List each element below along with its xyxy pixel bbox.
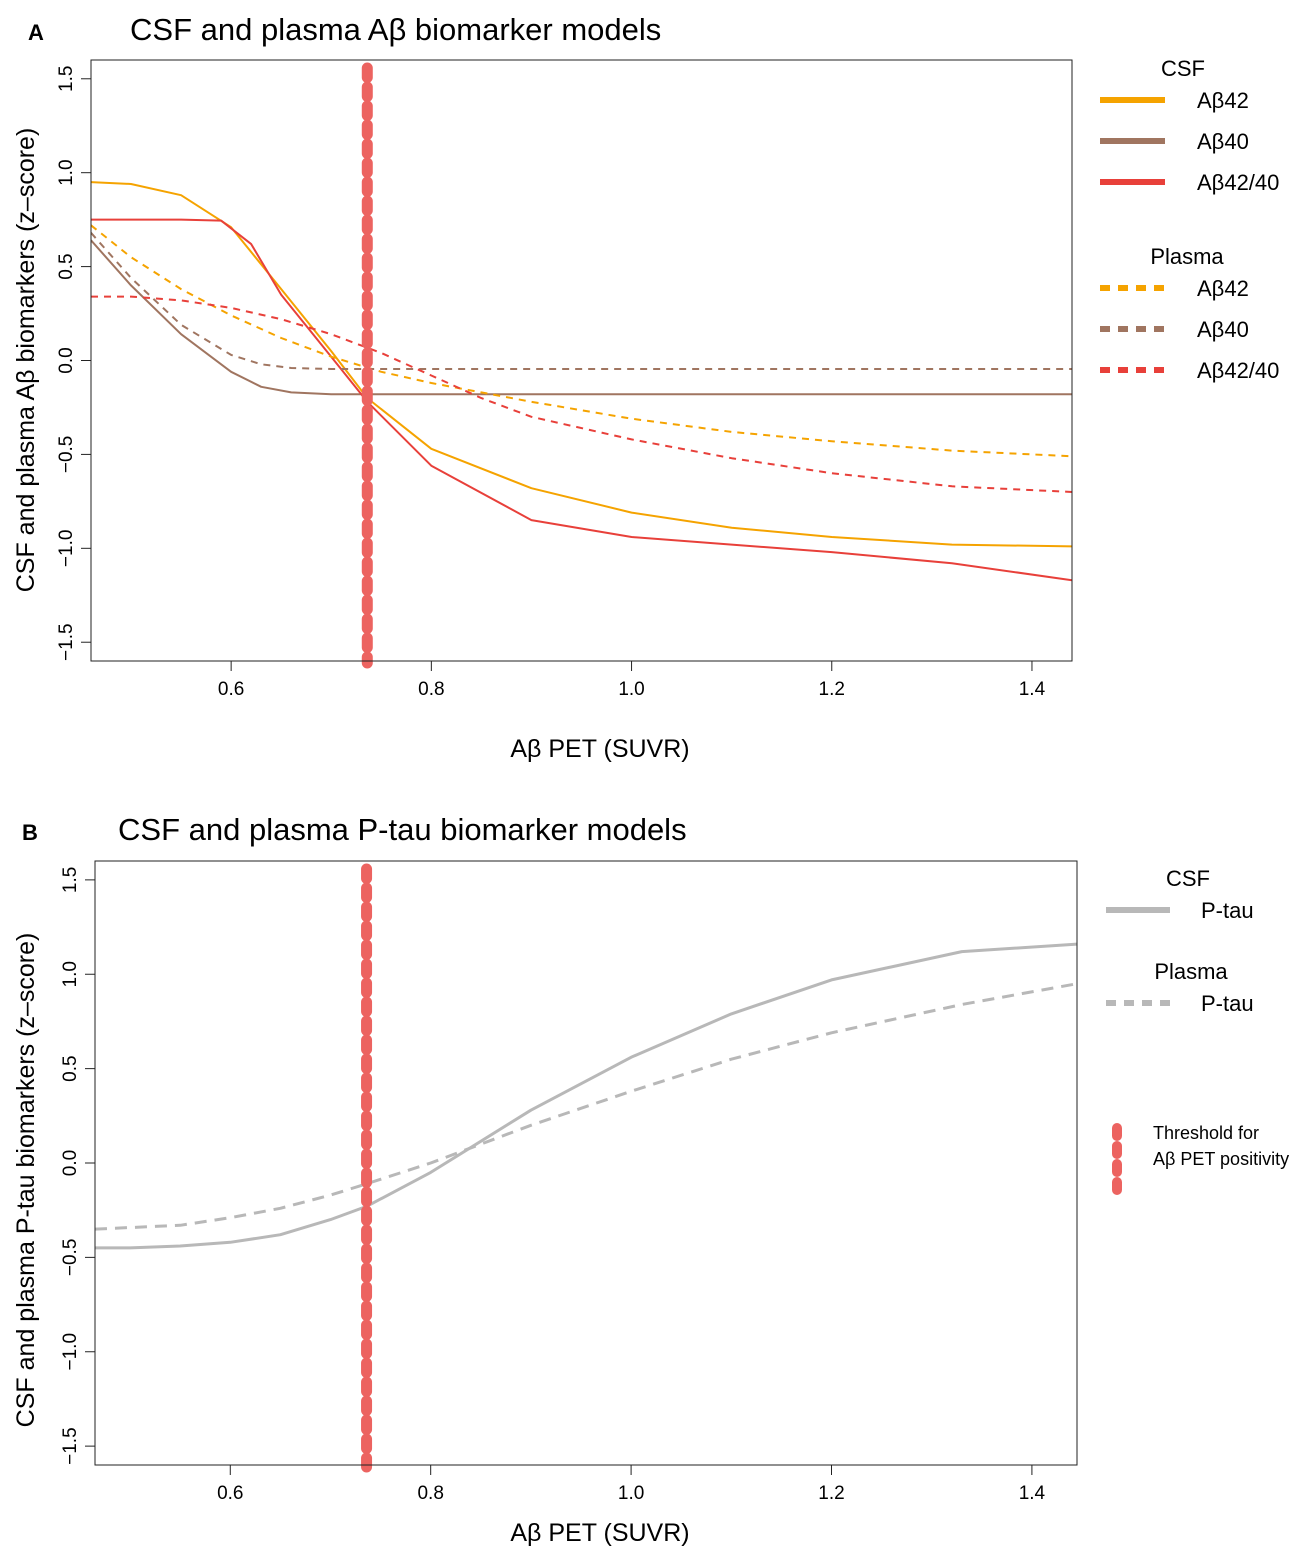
panel-b-y-tick-label: −1.5 bbox=[60, 1427, 81, 1465]
panel-a-x-tick-label: 1.2 bbox=[819, 679, 845, 700]
panel-a-y-tick-label: −1.0 bbox=[56, 530, 77, 568]
panel-a-y-axis-label: CSF and plasma Aβ biomarkers (z–score) bbox=[12, 128, 40, 593]
panel-a-y-tick-label: 0.0 bbox=[56, 347, 77, 373]
panel-a-x-tick-label: 0.8 bbox=[418, 679, 444, 700]
panel-a-legend-plasma-title: Plasma bbox=[1150, 244, 1224, 269]
panel-b-legend-csf-entry: P-tau bbox=[1201, 898, 1254, 923]
panel-a-series-plasma-ab40 bbox=[91, 232, 1072, 370]
panel-a-x-tick-label: 0.6 bbox=[218, 679, 244, 700]
panel-a-legend: CSF Aβ42 Aβ40 Aβ42/40 Plasma Aβ42 Aβ40 Aβ42/40 bbox=[1100, 56, 1279, 383]
panel-a-y-tick-label: −0.5 bbox=[56, 436, 77, 474]
panel-b-x-tick-label: 1.0 bbox=[618, 1483, 644, 1504]
panel-a-label: A bbox=[28, 20, 44, 45]
panel-b-legend-threshold-label-line-2: Aβ PET positivity bbox=[1153, 1149, 1289, 1169]
panel-a-plot: 0.6 0.8 1.0 1.2 1.4 −1.5 −1.0 −0.5 0.0 0.5 1.0 1.5 bbox=[56, 59, 1073, 700]
panel-a-series-group bbox=[91, 181, 1072, 582]
panel-b-x-tick-label: 0.6 bbox=[217, 1483, 243, 1504]
panel-b-x-tick-label: 0.8 bbox=[417, 1483, 443, 1504]
panel-b-y-tick-label: 1.0 bbox=[60, 961, 81, 987]
panel-b-series-plasma-p-tau bbox=[95, 982, 1077, 1231]
panel-a-legend-csf-title: CSF bbox=[1161, 56, 1205, 81]
panel-b-y-tick-label: 0.5 bbox=[60, 1055, 81, 1081]
panel-a-x-axis-label: Aβ PET (SUVR) bbox=[510, 735, 689, 763]
panel-b-legend-plasma-title: Plasma bbox=[1154, 959, 1228, 984]
panel-b-x-tick-label: 1.4 bbox=[1019, 1483, 1046, 1504]
panel-a-y-tick-label: 0.5 bbox=[56, 253, 77, 279]
panel-a-legend-plasma-entry-ab42: Aβ42 bbox=[1197, 276, 1249, 301]
panel-a-title: CSF and plasma Aβ biomarker models bbox=[130, 12, 661, 47]
panel-a-x-tick-label: 1.4 bbox=[1019, 679, 1046, 700]
panel-b-legend-threshold-label-line-1: Threshold for bbox=[1153, 1123, 1259, 1143]
panel-a-series-plasma-ab42 bbox=[91, 224, 1072, 458]
panel-b-label: B bbox=[22, 820, 38, 845]
panel-a-series-csf-ab42-40 bbox=[91, 218, 1072, 582]
panel-a-y-tick-label: 1.0 bbox=[56, 159, 77, 185]
panel-a-y-tick-label: −1.5 bbox=[56, 623, 77, 661]
panel-b-y-tick-label: −1.0 bbox=[60, 1333, 81, 1371]
panel-b-legend-csf-title: CSF bbox=[1166, 866, 1210, 891]
panel-b-x-tick-label: 1.2 bbox=[818, 1483, 844, 1504]
panel-b-series-group bbox=[95, 942, 1077, 1250]
panel-a-legend-csf-entry-ab42: Aβ42 bbox=[1197, 88, 1249, 113]
panel-a-y-tick-label: 1.5 bbox=[56, 66, 77, 92]
panel-a-series-csf-ab42 bbox=[91, 181, 1072, 548]
panel-b-legend-plasma-entry: P-tau bbox=[1201, 991, 1254, 1016]
panel-b-y-tick-label: 0.0 bbox=[60, 1150, 81, 1176]
panel-a-series-csf-ab40 bbox=[91, 239, 1072, 396]
panel-b-y-tick-label: −0.5 bbox=[60, 1239, 81, 1277]
panel-b-title: CSF and plasma P-tau biomarker models bbox=[118, 812, 687, 847]
panel-a-legend-plasma-entry-ab42-40: Aβ42/40 bbox=[1197, 358, 1279, 383]
panel-a-legend-csf-entry-ab40: Aβ40 bbox=[1197, 129, 1249, 154]
panel-a-x-tick-label: 1.0 bbox=[618, 679, 644, 700]
panel-b-series-csf-p-tau bbox=[95, 942, 1077, 1250]
panel-a-legend-csf-entry-ab42-40: Aβ42/40 bbox=[1197, 170, 1279, 195]
panel-b-plot-frame bbox=[94, 860, 1078, 1466]
panel-a-plot-frame bbox=[90, 59, 1073, 662]
panel-b-plot: 0.6 0.8 1.0 1.2 1.4 −1.5 −1.0 −0.5 0.0 0.5 1.0 1.5 bbox=[60, 860, 1078, 1504]
panel-a-legend-plasma-entry-ab40: Aβ40 bbox=[1197, 317, 1249, 342]
panel-b-legend: CSF P-tau Plasma P-tau Threshold for Aβ PET p… bbox=[1106, 866, 1289, 1201]
panel-b-x-axis-label: Aβ PET (SUVR) bbox=[510, 1519, 689, 1547]
panel-b-y-axis-label: CSF and plasma P-tau biomarkers (z–score… bbox=[12, 933, 40, 1428]
panel-b-y-tick-label: 1.5 bbox=[60, 867, 81, 893]
panel-a-series-plasma-ab42-40 bbox=[91, 295, 1072, 493]
